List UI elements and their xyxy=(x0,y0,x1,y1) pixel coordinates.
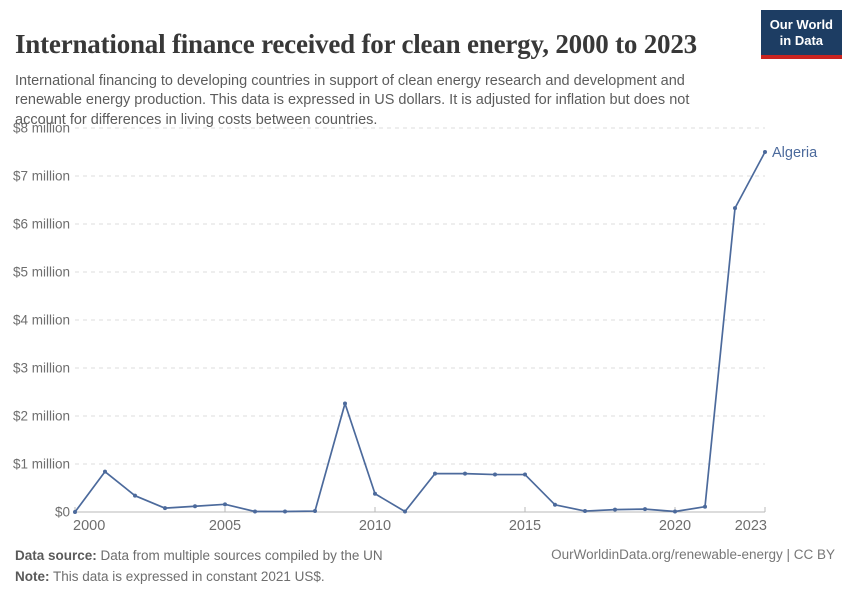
x-axis-tick-label: 2005 xyxy=(209,518,241,534)
data-point-marker xyxy=(253,509,257,514)
x-axis-tick-label: 2015 xyxy=(509,518,541,534)
x-axis-tick-label: 2000 xyxy=(73,518,105,534)
chart-title: International finance received for clean… xyxy=(15,29,697,60)
y-axis-tick-label: $7 million xyxy=(13,169,70,184)
owid-logo: Our World in Data xyxy=(760,10,842,59)
data-point-marker xyxy=(733,206,737,211)
y-axis-tick-label: $3 million xyxy=(13,361,70,376)
data-point-marker xyxy=(463,471,467,476)
chart-footer: Data source: Data from multiple sources … xyxy=(15,546,383,588)
data-point-marker xyxy=(313,509,317,514)
owid-logo-line2: in Data xyxy=(779,33,824,49)
data-point-marker xyxy=(133,493,137,498)
data-point-marker xyxy=(73,510,77,514)
data-point-marker xyxy=(223,502,227,507)
y-axis-tick-label: $2 million xyxy=(13,409,70,424)
y-axis-tick-label: $4 million xyxy=(13,313,70,328)
series-entity-label: Algeria xyxy=(772,145,818,161)
data-point-marker xyxy=(613,507,617,512)
data-point-marker xyxy=(553,502,557,507)
data-source-line: Data source: Data from multiple sources … xyxy=(15,546,383,567)
data-point-marker xyxy=(703,504,707,509)
credit-link[interactable]: OurWorldinData.org/renewable-energy | CC… xyxy=(551,547,835,562)
x-axis-tick-label: 2023 xyxy=(735,518,767,534)
data-point-marker xyxy=(193,504,197,509)
data-point-marker xyxy=(763,150,767,154)
y-axis-tick-label: $1 million xyxy=(13,457,70,472)
data-point-marker xyxy=(343,401,347,406)
data-point-marker xyxy=(523,472,527,477)
chart-subtitle: International financing to developing co… xyxy=(15,72,690,129)
data-point-marker xyxy=(283,509,287,514)
owid-logo-line1: Our World xyxy=(769,17,833,32)
x-axis-tick-label: 2020 xyxy=(659,518,691,534)
data-point-marker xyxy=(103,469,107,474)
x-axis-tick-label: 2010 xyxy=(359,518,391,534)
note-label: Note: xyxy=(15,568,50,584)
data-point-marker xyxy=(493,472,497,477)
y-axis-tick-label: $8 million xyxy=(13,121,70,136)
y-axis-tick-label: $6 million xyxy=(13,217,70,232)
data-line xyxy=(74,151,766,513)
data-point-marker xyxy=(643,507,647,512)
data-point-marker xyxy=(403,509,407,514)
data-point-marker xyxy=(583,509,587,514)
note-text: This data is expressed in constant 2021 … xyxy=(49,568,325,584)
data-point-marker xyxy=(673,509,677,514)
data-source-label: Data source: xyxy=(15,548,97,563)
note-line: Note: This data is expressed in constant… xyxy=(15,567,383,588)
data-point-marker xyxy=(373,491,377,496)
data-point-marker xyxy=(433,471,437,476)
y-axis-tick-label: $0 xyxy=(55,505,70,520)
data-point-marker xyxy=(163,506,167,511)
y-axis-tick-label: $5 million xyxy=(13,265,70,280)
data-source-text: Data from multiple sources compiled by t… xyxy=(96,548,383,563)
